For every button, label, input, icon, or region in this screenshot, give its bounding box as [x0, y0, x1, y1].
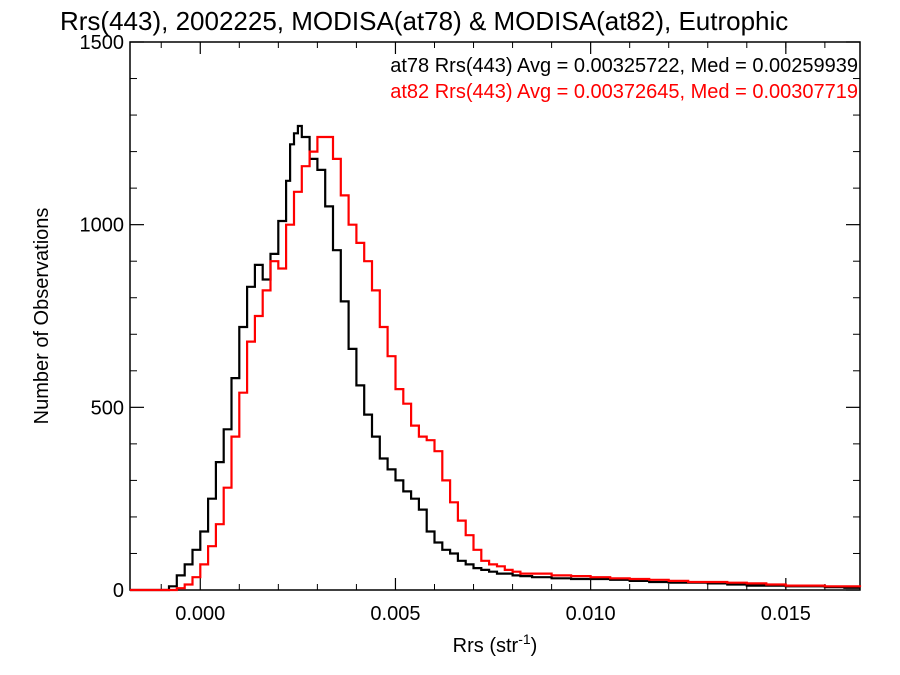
legend-entry-at82: at82 Rrs(443) Avg = 0.00372645, Med = 0.… — [390, 81, 858, 103]
x-axis-label-superscript: -1 — [518, 631, 531, 647]
x-axis-ticks: 0.000 0.005 0.010 0.015 — [160, 42, 826, 625]
legend-entry-at78: at78 Rrs(443) Avg = 0.00325722, Med = 0.… — [390, 55, 858, 77]
y-tick-label-3: 1500 — [80, 32, 125, 54]
x-axis-label-main: Rrs (str — [453, 635, 519, 657]
y-axis-ticks: 0 500 1000 1500 — [80, 32, 860, 602]
y-tick-label-1: 500 — [91, 397, 124, 419]
x-tick-label-1: 0.005 — [370, 603, 420, 625]
y-tick-label-2: 1000 — [80, 215, 125, 237]
x-tick-label-3: 0.015 — [761, 603, 811, 625]
series-layer — [130, 124, 862, 592]
series-line-at78 — [130, 124, 860, 592]
y-axis-label: Number of Observations — [31, 208, 53, 425]
x-tick-label-0: 0.000 — [175, 603, 225, 625]
plot-frame — [129, 41, 861, 591]
x-tick-label-2: 0.010 — [566, 603, 616, 625]
chart-title: Rrs(443), 2002225, MODISA(at78) & MODISA… — [60, 6, 788, 36]
series-line-at82 — [130, 135, 862, 592]
x-axis-label: Rrs (str-1) — [453, 631, 538, 657]
y-tick-label-0: 0 — [113, 580, 124, 602]
x-axis-label-close: ) — [531, 635, 538, 657]
